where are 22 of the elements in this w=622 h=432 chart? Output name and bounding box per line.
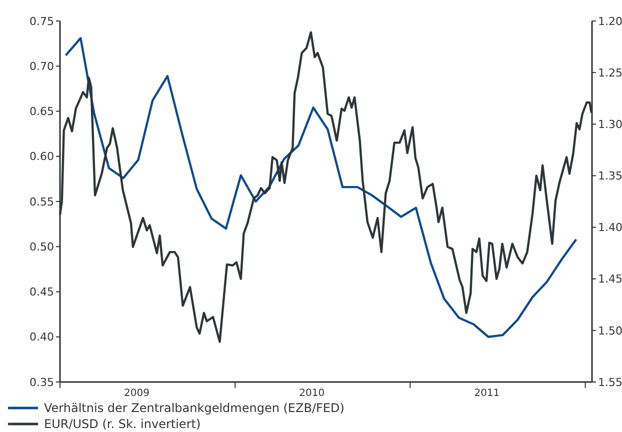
- x-tick-label: 2010: [299, 388, 325, 399]
- y-tick-label: 0.55: [30, 195, 54, 208]
- y-tick-label: 0.45: [30, 286, 54, 299]
- y-tick-label: 0.70: [30, 60, 54, 73]
- y-tick-label: 0.40: [30, 330, 54, 344]
- x-tick-label: 2009: [124, 388, 150, 399]
- y-tick-label: 0.60: [30, 150, 54, 164]
- y2-tick-label: 1.50: [598, 324, 622, 338]
- y-tick-label: 0.35: [30, 376, 54, 389]
- legend-label: Verhältnis der Zentralbankgeldmengen (EZB/FED): [44, 401, 344, 416]
- y2-tick-label: 1.20: [598, 14, 622, 28]
- y-tick-label: 0.65: [30, 105, 54, 118]
- y-tick-label: 0.50: [30, 240, 54, 254]
- y2-tick-label: 1.45: [598, 272, 622, 286]
- y2-tick-label: 1.55: [598, 376, 622, 389]
- y2-tick-label: 1.30: [598, 118, 622, 131]
- legend-label: EUR/USD (r. Sk. invertiert): [44, 417, 201, 432]
- x-tick-label: 2011: [474, 388, 500, 399]
- y2-tick-label: 1.40: [598, 221, 622, 234]
- y2-tick-label: 1.35: [598, 170, 622, 183]
- y-tick-label: 0.75: [30, 14, 54, 28]
- y2-tick-label: 1.25: [598, 66, 622, 80]
